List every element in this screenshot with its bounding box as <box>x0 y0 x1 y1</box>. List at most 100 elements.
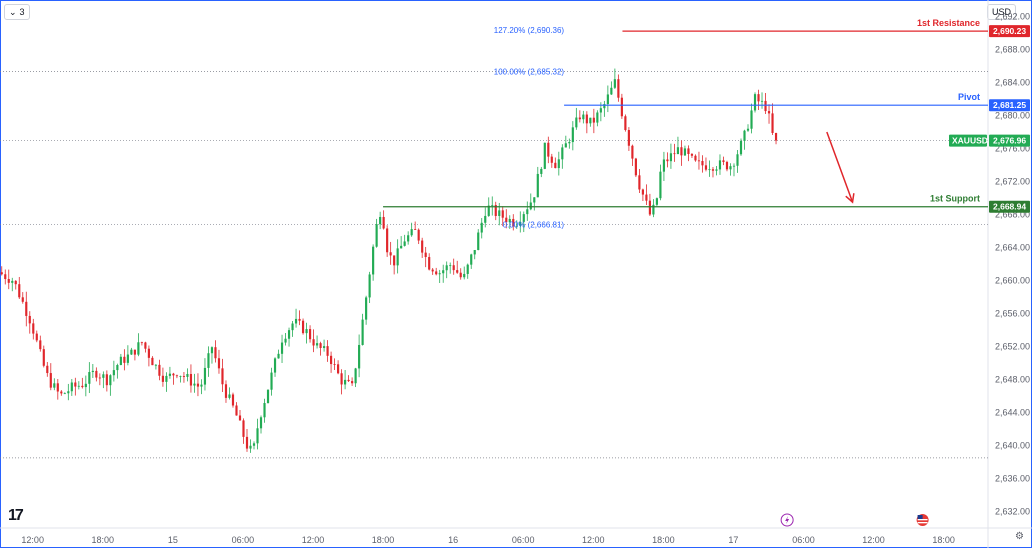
candle-body <box>140 342 143 344</box>
candle-body <box>105 374 108 386</box>
candle-body <box>750 110 753 129</box>
level-label: Pivot <box>958 92 980 102</box>
candle-body <box>294 318 298 324</box>
candle-body <box>35 333 38 341</box>
candle-body <box>393 255 396 266</box>
candle-body <box>368 274 371 298</box>
candle-body <box>130 349 133 355</box>
candle-body <box>484 215 487 223</box>
candle-body <box>217 358 221 369</box>
candle-body <box>28 315 31 324</box>
candle-body <box>221 368 224 385</box>
candle-body <box>487 205 490 216</box>
candle-body <box>704 165 708 170</box>
y-tick-label: 2,632.00 <box>995 507 1030 517</box>
flag-stripe <box>917 519 928 521</box>
candle-body <box>620 97 623 117</box>
candle-body <box>298 318 301 321</box>
candle-body <box>98 377 101 379</box>
candle-body <box>81 385 84 388</box>
candle-body <box>606 94 609 105</box>
candle-body <box>365 297 368 320</box>
candle-body <box>116 365 119 371</box>
candle-body <box>550 156 553 163</box>
candle-body <box>270 372 273 390</box>
candle-body <box>382 216 385 229</box>
candle-body <box>774 132 778 141</box>
x-tick-label: 06:00 <box>232 535 255 545</box>
tradingview-logo: 17 <box>8 507 24 524</box>
candle-body <box>200 384 203 387</box>
candle-body <box>242 420 245 437</box>
candle-body <box>344 379 347 385</box>
candle-body <box>459 272 462 278</box>
candle-body <box>11 280 14 283</box>
candle-body <box>519 221 522 226</box>
candle-body <box>63 393 66 395</box>
level-price-badge-text: 2,690.23 <box>993 26 1026 36</box>
candle-body <box>417 229 420 241</box>
candle-body <box>25 301 28 316</box>
candle-body <box>599 108 602 113</box>
candle-body <box>165 375 168 382</box>
candle-body <box>624 116 627 131</box>
candle-body <box>610 87 613 95</box>
x-tick-label: 18:00 <box>652 535 675 545</box>
candle-body <box>641 189 644 195</box>
candle-body <box>322 346 326 348</box>
candle-body <box>445 265 448 271</box>
candle-body <box>515 225 518 227</box>
candle-body <box>582 114 585 120</box>
lightning-bolt <box>785 516 790 524</box>
y-tick-label: 2,660.00 <box>995 276 1030 286</box>
candle-body <box>596 112 599 123</box>
candle-body <box>379 216 382 225</box>
candle-body <box>627 130 630 146</box>
candle-body <box>102 374 105 378</box>
candle-body <box>21 297 24 302</box>
candle-body <box>442 270 445 274</box>
y-tick-label: 2,648.00 <box>995 375 1030 385</box>
candle-body <box>277 353 280 359</box>
candle-body <box>666 159 669 162</box>
candle-body <box>757 94 760 102</box>
candle-body <box>7 279 10 283</box>
last-price-badge-text: 2,676.96 <box>993 136 1026 146</box>
candle-body <box>435 271 438 275</box>
currency-selector[interactable]: USD <box>986 4 1016 20</box>
level-label: 1st Support <box>930 194 980 204</box>
candle-body <box>575 117 578 128</box>
candle-body <box>645 194 648 201</box>
level-price-badge <box>989 99 1030 112</box>
candle-body <box>739 140 743 155</box>
candle-body <box>88 372 91 384</box>
candle-body <box>470 254 473 265</box>
gear-icon[interactable]: ⚙ <box>1015 531 1024 542</box>
x-tick-label: 12:00 <box>582 535 605 545</box>
candle-body <box>168 373 172 376</box>
interval-selector[interactable]: ⌄ 3 <box>4 4 30 20</box>
candle-body <box>308 329 312 340</box>
candle-body <box>144 342 147 349</box>
candle-body <box>407 235 410 242</box>
candle-body <box>694 155 697 161</box>
candle-body <box>743 130 746 141</box>
candle-body <box>231 394 235 406</box>
candle-body <box>505 217 508 223</box>
candle-body <box>561 147 564 160</box>
candle-body <box>305 329 308 334</box>
chevron-down-icon: ⌄ <box>9 7 17 17</box>
candle-body <box>540 168 543 174</box>
candle-body <box>428 257 431 270</box>
candle-body <box>301 320 305 334</box>
candle-body <box>764 100 767 112</box>
candle-body <box>652 204 655 215</box>
candle-body <box>613 79 616 88</box>
candle-body <box>554 162 557 169</box>
candle-body <box>421 240 424 253</box>
candle-body <box>736 154 739 166</box>
candle-body <box>477 232 480 250</box>
candle-body <box>60 391 63 394</box>
x-tick-label: 12:00 <box>862 535 885 545</box>
